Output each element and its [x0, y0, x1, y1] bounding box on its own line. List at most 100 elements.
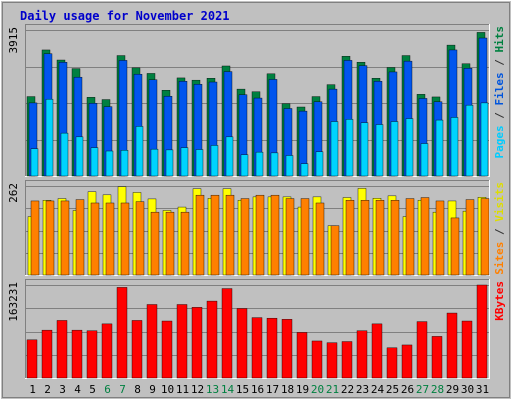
- x-tick-label-day-20: 20: [311, 383, 324, 396]
- bar-pages-day-4: [75, 136, 84, 177]
- panel-visits-sites-legend-item-1: /: [493, 222, 506, 242]
- x-tick-label-day-4: 4: [74, 383, 81, 396]
- x-tick-label-day-7: 7: [119, 383, 126, 396]
- bar-sites-day-1: [30, 200, 40, 276]
- bar-pages-day-21: [330, 121, 339, 177]
- panel-hits-files-pages-legend: Pages / Files / Hits: [493, 26, 506, 159]
- bar-sites-day-24: [375, 200, 385, 276]
- bar-pages-day-18: [285, 155, 294, 177]
- bar-pages-day-15: [240, 154, 249, 177]
- bar-kbytes-day-22: [341, 341, 353, 379]
- outer-bevel-dark: [2, 2, 510, 398]
- bar-sites-day-3: [60, 200, 70, 276]
- bar-kbytes-day-16: [251, 317, 263, 379]
- bar-kbytes-day-9: [146, 304, 158, 379]
- bar-sites-day-16: [255, 194, 265, 276]
- x-tick-label-day-23: 23: [356, 383, 369, 396]
- bar-kbytes-day-25: [386, 347, 398, 379]
- bar-sites-day-30: [465, 199, 475, 276]
- bar-pages-day-10: [165, 149, 174, 177]
- bar-sites-day-9: [150, 211, 160, 276]
- bar-kbytes-day-15: [236, 308, 248, 379]
- bar-sites-day-22: [345, 200, 355, 276]
- bar-pages-day-19: [300, 163, 309, 177]
- bar-kbytes-day-1: [26, 339, 38, 379]
- x-tick-label-day-14: 14: [221, 383, 235, 396]
- bar-sites-day-29: [450, 217, 460, 276]
- bar-kbytes-day-27: [416, 321, 428, 379]
- bar-sites-day-13: [210, 194, 220, 276]
- x-tick-label-day-25: 25: [386, 383, 399, 396]
- bar-pages-day-3: [60, 132, 69, 177]
- bar-pages-day-11: [180, 147, 189, 177]
- bar-pages-day-12: [195, 149, 204, 177]
- panel-hits-files-pages-legend-item-0: Pages: [493, 125, 506, 158]
- bar-sites-day-10: [165, 211, 175, 276]
- x-tick-label-day-27: 27: [416, 383, 429, 396]
- x-tick-label-day-8: 8: [134, 383, 141, 396]
- bar-pages-day-20: [315, 151, 324, 177]
- bar-kbytes-day-5: [86, 330, 98, 379]
- bar-pages-day-16: [255, 151, 264, 177]
- bar-sites-day-18: [285, 198, 295, 276]
- x-tick-label-day-18: 18: [281, 383, 294, 396]
- bar-sites-day-5: [90, 202, 100, 276]
- panel-hits-files-pages-legend-item-1: /: [493, 106, 506, 126]
- bar-pages-day-6: [105, 150, 114, 177]
- bar-pages-day-5: [90, 147, 99, 177]
- bar-kbytes-day-30: [461, 320, 473, 379]
- bar-kbytes-day-17: [266, 317, 278, 379]
- x-tick-label-day-15: 15: [236, 383, 249, 396]
- panel-kbytes-legend-item-0: KBytes: [493, 281, 506, 321]
- x-tick-label-day-31: 31: [476, 383, 489, 396]
- x-tick-label-day-16: 16: [251, 383, 264, 396]
- x-tick-label-day-9: 9: [149, 383, 156, 396]
- panel-visits-sites-legend-item-2: Visits: [493, 182, 506, 222]
- bar-kbytes-day-20: [311, 340, 323, 379]
- x-tick-label-day-3: 3: [59, 383, 66, 396]
- bar-sites-day-15: [240, 198, 250, 276]
- panel-kbytes-max-label: 163231: [7, 282, 20, 322]
- bar-pages-day-9: [150, 148, 159, 177]
- bar-pages-day-26: [405, 118, 414, 177]
- panel-kbytes-legend: KBytes: [493, 281, 506, 321]
- bar-pages-day-14: [225, 136, 234, 177]
- bar-sites-day-11: [180, 211, 190, 276]
- bar-pages-day-17: [270, 152, 279, 177]
- x-tick-label-day-12: 12: [191, 383, 204, 396]
- bar-pages-day-1: [30, 148, 39, 177]
- bar-kbytes-day-4: [71, 329, 83, 379]
- bar-kbytes-day-14: [221, 288, 233, 379]
- bar-sites-day-28: [435, 200, 445, 276]
- panel-hits-files-pages-legend-item-4: Hits: [493, 26, 506, 53]
- bar-kbytes-day-26: [401, 344, 413, 379]
- bar-sites-day-19: [300, 198, 310, 276]
- bar-kbytes-day-19: [296, 332, 308, 379]
- x-tick-label-day-13: 13: [206, 383, 219, 396]
- x-tick-label-day-5: 5: [89, 383, 96, 396]
- bar-sites-day-23: [360, 200, 370, 276]
- x-tick-label-day-10: 10: [161, 383, 174, 396]
- bar-pages-day-28: [435, 119, 444, 177]
- bar-sites-day-7: [120, 202, 130, 276]
- bar-kbytes-day-24: [371, 323, 383, 379]
- panel-visits-sites-max-label: 262: [7, 183, 20, 203]
- x-tick-label-day-30: 30: [461, 383, 474, 396]
- x-tick-label-day-2: 2: [44, 383, 51, 396]
- x-tick-label-day-21: 21: [326, 383, 339, 396]
- bar-pages-day-30: [465, 104, 474, 177]
- bar-kbytes-day-10: [161, 320, 173, 379]
- bar-kbytes-day-7: [116, 287, 128, 379]
- bar-sites-day-6: [105, 202, 115, 276]
- chart-bars: [26, 32, 490, 379]
- bar-pages-day-29: [450, 117, 459, 177]
- x-tick-label-day-26: 26: [401, 383, 414, 396]
- panel-hits-files-pages-legend-item-2: Files: [493, 72, 506, 105]
- bar-pages-day-27: [420, 143, 429, 177]
- bar-kbytes-day-11: [176, 304, 188, 379]
- bar-pages-day-2: [45, 98, 54, 177]
- bar-sites-day-12: [195, 194, 205, 276]
- bar-pages-day-13: [210, 145, 219, 177]
